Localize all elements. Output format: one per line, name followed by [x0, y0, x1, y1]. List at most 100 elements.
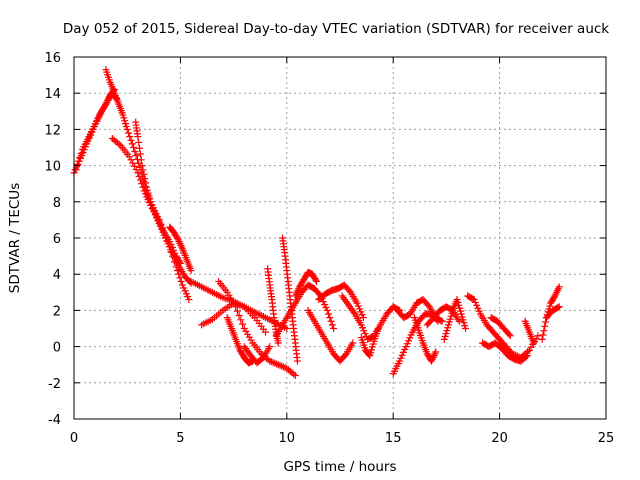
- data-point: [523, 352, 531, 360]
- data-point: [330, 325, 338, 332]
- data-point: [266, 357, 274, 365]
- data-point: [438, 317, 446, 325]
- data-point: [291, 372, 299, 380]
- series-arc-10: [223, 314, 257, 367]
- data-point: [124, 129, 132, 137]
- data-point: [262, 328, 270, 336]
- data-point: [432, 348, 440, 356]
- data-point: [437, 317, 445, 325]
- data-point: [134, 133, 142, 141]
- data-point: [278, 362, 286, 370]
- data-point: [129, 159, 137, 167]
- series-arc-26: [479, 339, 531, 365]
- data-point: [273, 360, 281, 368]
- data-point: [542, 318, 550, 326]
- data-point: [128, 140, 136, 148]
- data-point: [175, 270, 183, 278]
- data-point: [539, 331, 547, 339]
- data-point: [125, 153, 133, 161]
- data-point: [131, 147, 139, 155]
- y-tick-label: 8: [53, 196, 61, 211]
- y-tick-label: 10: [44, 160, 61, 175]
- data-point: [127, 136, 135, 144]
- x-tick-label: 5: [176, 431, 184, 446]
- data-point: [185, 296, 193, 304]
- data-point: [126, 133, 134, 141]
- data-point: [469, 295, 477, 303]
- y-axis-label: SDTVAR / TECUs: [7, 183, 23, 293]
- data-point: [169, 253, 177, 261]
- series-arc-11: [240, 343, 274, 367]
- data-point: [359, 314, 367, 322]
- data-point: [123, 125, 131, 133]
- data-point: [283, 325, 291, 332]
- x-axis-label: GPS time / hours: [283, 459, 396, 475]
- data-point: [541, 322, 549, 330]
- y-tick-label: 14: [44, 87, 61, 102]
- y-tick-label: 12: [44, 123, 61, 138]
- data-point: [235, 311, 243, 319]
- data-point: [140, 170, 148, 178]
- data-point: [137, 156, 145, 164]
- data-point: [555, 303, 563, 311]
- data-point: [279, 363, 287, 371]
- data-point: [136, 176, 144, 184]
- x-tick-label: 25: [598, 431, 615, 446]
- data-point: [142, 179, 150, 187]
- grid: [74, 57, 606, 419]
- data-point: [327, 317, 335, 325]
- data-point: [139, 166, 147, 174]
- data-point: [462, 325, 470, 332]
- series-arc-15: [291, 268, 321, 300]
- data-point: [276, 361, 284, 369]
- data-point: [237, 316, 245, 324]
- data-point: [130, 162, 138, 170]
- data-point: [540, 327, 548, 335]
- axis-ticks: 0 5 10 15 20 25 -4 -2 0 2 4 6 8 10 12 14 16: [44, 51, 614, 446]
- series-arc-9: [215, 277, 299, 380]
- series-arc-6: [166, 223, 195, 275]
- series-arc-27: [487, 314, 514, 340]
- series-arc-2: [72, 89, 121, 173]
- data-point: [132, 166, 140, 174]
- data-point: [555, 283, 563, 291]
- series-arc-24: [440, 296, 470, 343]
- data-point: [172, 263, 180, 271]
- data-point: [176, 274, 184, 282]
- y-tick-label: 16: [44, 51, 61, 66]
- x-tick-label: 10: [279, 431, 296, 446]
- x-tick-label: 0: [70, 431, 78, 446]
- data-point: [173, 267, 181, 275]
- data-point: [187, 267, 195, 275]
- data-point: [325, 310, 333, 318]
- data-point: [266, 343, 274, 351]
- data-point: [534, 332, 542, 340]
- data-point: [345, 287, 353, 295]
- data-point: [522, 353, 530, 361]
- data-point: [132, 151, 140, 159]
- data-point: [328, 321, 336, 329]
- data-point: [424, 301, 432, 309]
- series-arc-4: [108, 134, 193, 304]
- data-point: [130, 144, 138, 151]
- data-point: [135, 138, 143, 146]
- data-point: [177, 277, 185, 285]
- series-arc-28: [521, 317, 538, 347]
- series-arc-30: [542, 303, 563, 322]
- data-point: [138, 162, 146, 170]
- data-point: [538, 335, 546, 343]
- data-point: [326, 314, 334, 322]
- data-point: [136, 150, 144, 158]
- data-point: [374, 325, 382, 332]
- data-point: [506, 332, 514, 340]
- data-point: [134, 169, 142, 177]
- y-tick-label: 2: [53, 304, 61, 319]
- data-point: [293, 357, 301, 365]
- data-point: [239, 320, 247, 328]
- y-tick-label: 4: [53, 268, 61, 283]
- data-point: [271, 359, 279, 367]
- x-tick-label: 20: [491, 431, 508, 446]
- data-point: [173, 234, 181, 242]
- y-tick-label: 0: [53, 341, 61, 356]
- chart-title: Day 052 of 2015, Sidereal Day-to-day VTE…: [63, 21, 609, 37]
